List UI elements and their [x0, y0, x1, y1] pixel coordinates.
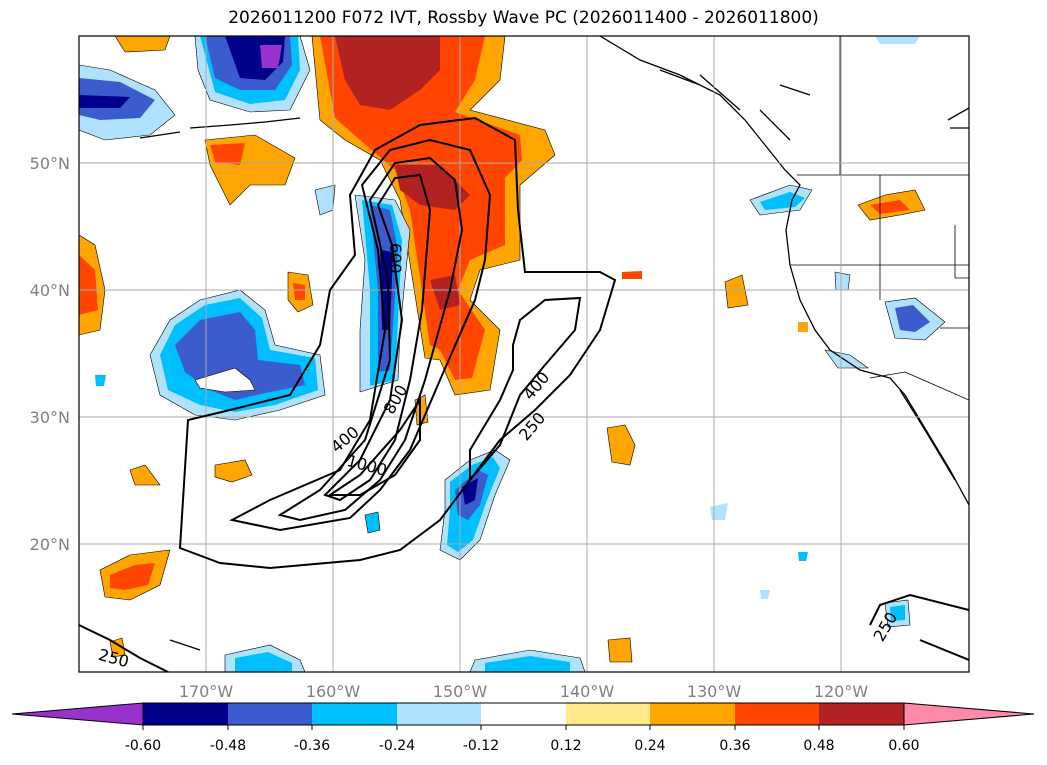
- positive-plume-core: [335, 36, 440, 110]
- contour-250-se: [869, 593, 969, 626]
- contour-250-sw: [79, 624, 169, 672]
- colorbar-tick-label: 0.36: [719, 738, 750, 754]
- contour-label-400-east: 400: [519, 368, 553, 404]
- lon-label: 150°W: [433, 682, 488, 701]
- contour-400: [229, 138, 492, 532]
- colorbar-tick-label: 0.12: [550, 738, 581, 754]
- map-title: 2026011200 F072 IVT, Rossby Wave PC (202…: [228, 8, 819, 28]
- political-borders: [790, 36, 969, 401]
- lon-label: 130°W: [687, 682, 742, 701]
- colorbar-tick-label: 0.48: [803, 738, 834, 754]
- colorbar-tick-label: -0.24: [379, 738, 415, 754]
- contour-1000: [326, 396, 421, 496]
- lat-label: 30°N: [30, 408, 70, 427]
- colorbar-right-arrow: [903, 702, 1035, 726]
- lon-label: 140°W: [560, 682, 615, 701]
- colorbar-tick-label: 0.24: [634, 738, 665, 754]
- contour-label-400: 400: [327, 422, 363, 456]
- lat-axis-labels: 50°N 40°N 30°N 20°N: [30, 154, 70, 554]
- contour-400-east: [469, 296, 582, 483]
- contour-label-1000: 1000: [345, 451, 389, 480]
- lon-axis-labels: 170°W 160°W 150°W 140°W 130°W 120°W: [179, 682, 869, 701]
- contour-label-600: 600: [386, 243, 405, 274]
- colorbar: -0.60 -0.48 -0.36 -0.24 -0.12 0.12 0.24 …: [11, 702, 1035, 754]
- lon-label: 120°W: [814, 682, 869, 701]
- contour-label-250-east: 250: [515, 409, 549, 445]
- plot-border: [78, 35, 970, 673]
- lon-label: 170°W: [179, 682, 234, 701]
- lat-label: 20°N: [30, 535, 70, 554]
- lon-label: 160°W: [306, 682, 361, 701]
- colorbar-tick-label: -0.60: [125, 738, 161, 754]
- positive-plume-inner: [320, 36, 522, 380]
- gridlines: [79, 36, 969, 672]
- contour-250: [178, 116, 617, 570]
- lat-label: 40°N: [30, 281, 70, 300]
- contour-800: [323, 173, 432, 502]
- anomaly-shading: [79, 36, 946, 672]
- colorbar-tick-label: -0.36: [294, 738, 330, 754]
- positive-plume-core3: [430, 275, 460, 310]
- colorbar-tick-label: -0.12: [463, 738, 499, 754]
- ivt-contours: [79, 116, 969, 672]
- colorbar-left-arrow: [11, 702, 144, 726]
- colorbar-tick-label: 0.60: [888, 738, 919, 754]
- lat-label: 50°N: [30, 154, 70, 173]
- colorbar-tick-label: -0.48: [210, 738, 246, 754]
